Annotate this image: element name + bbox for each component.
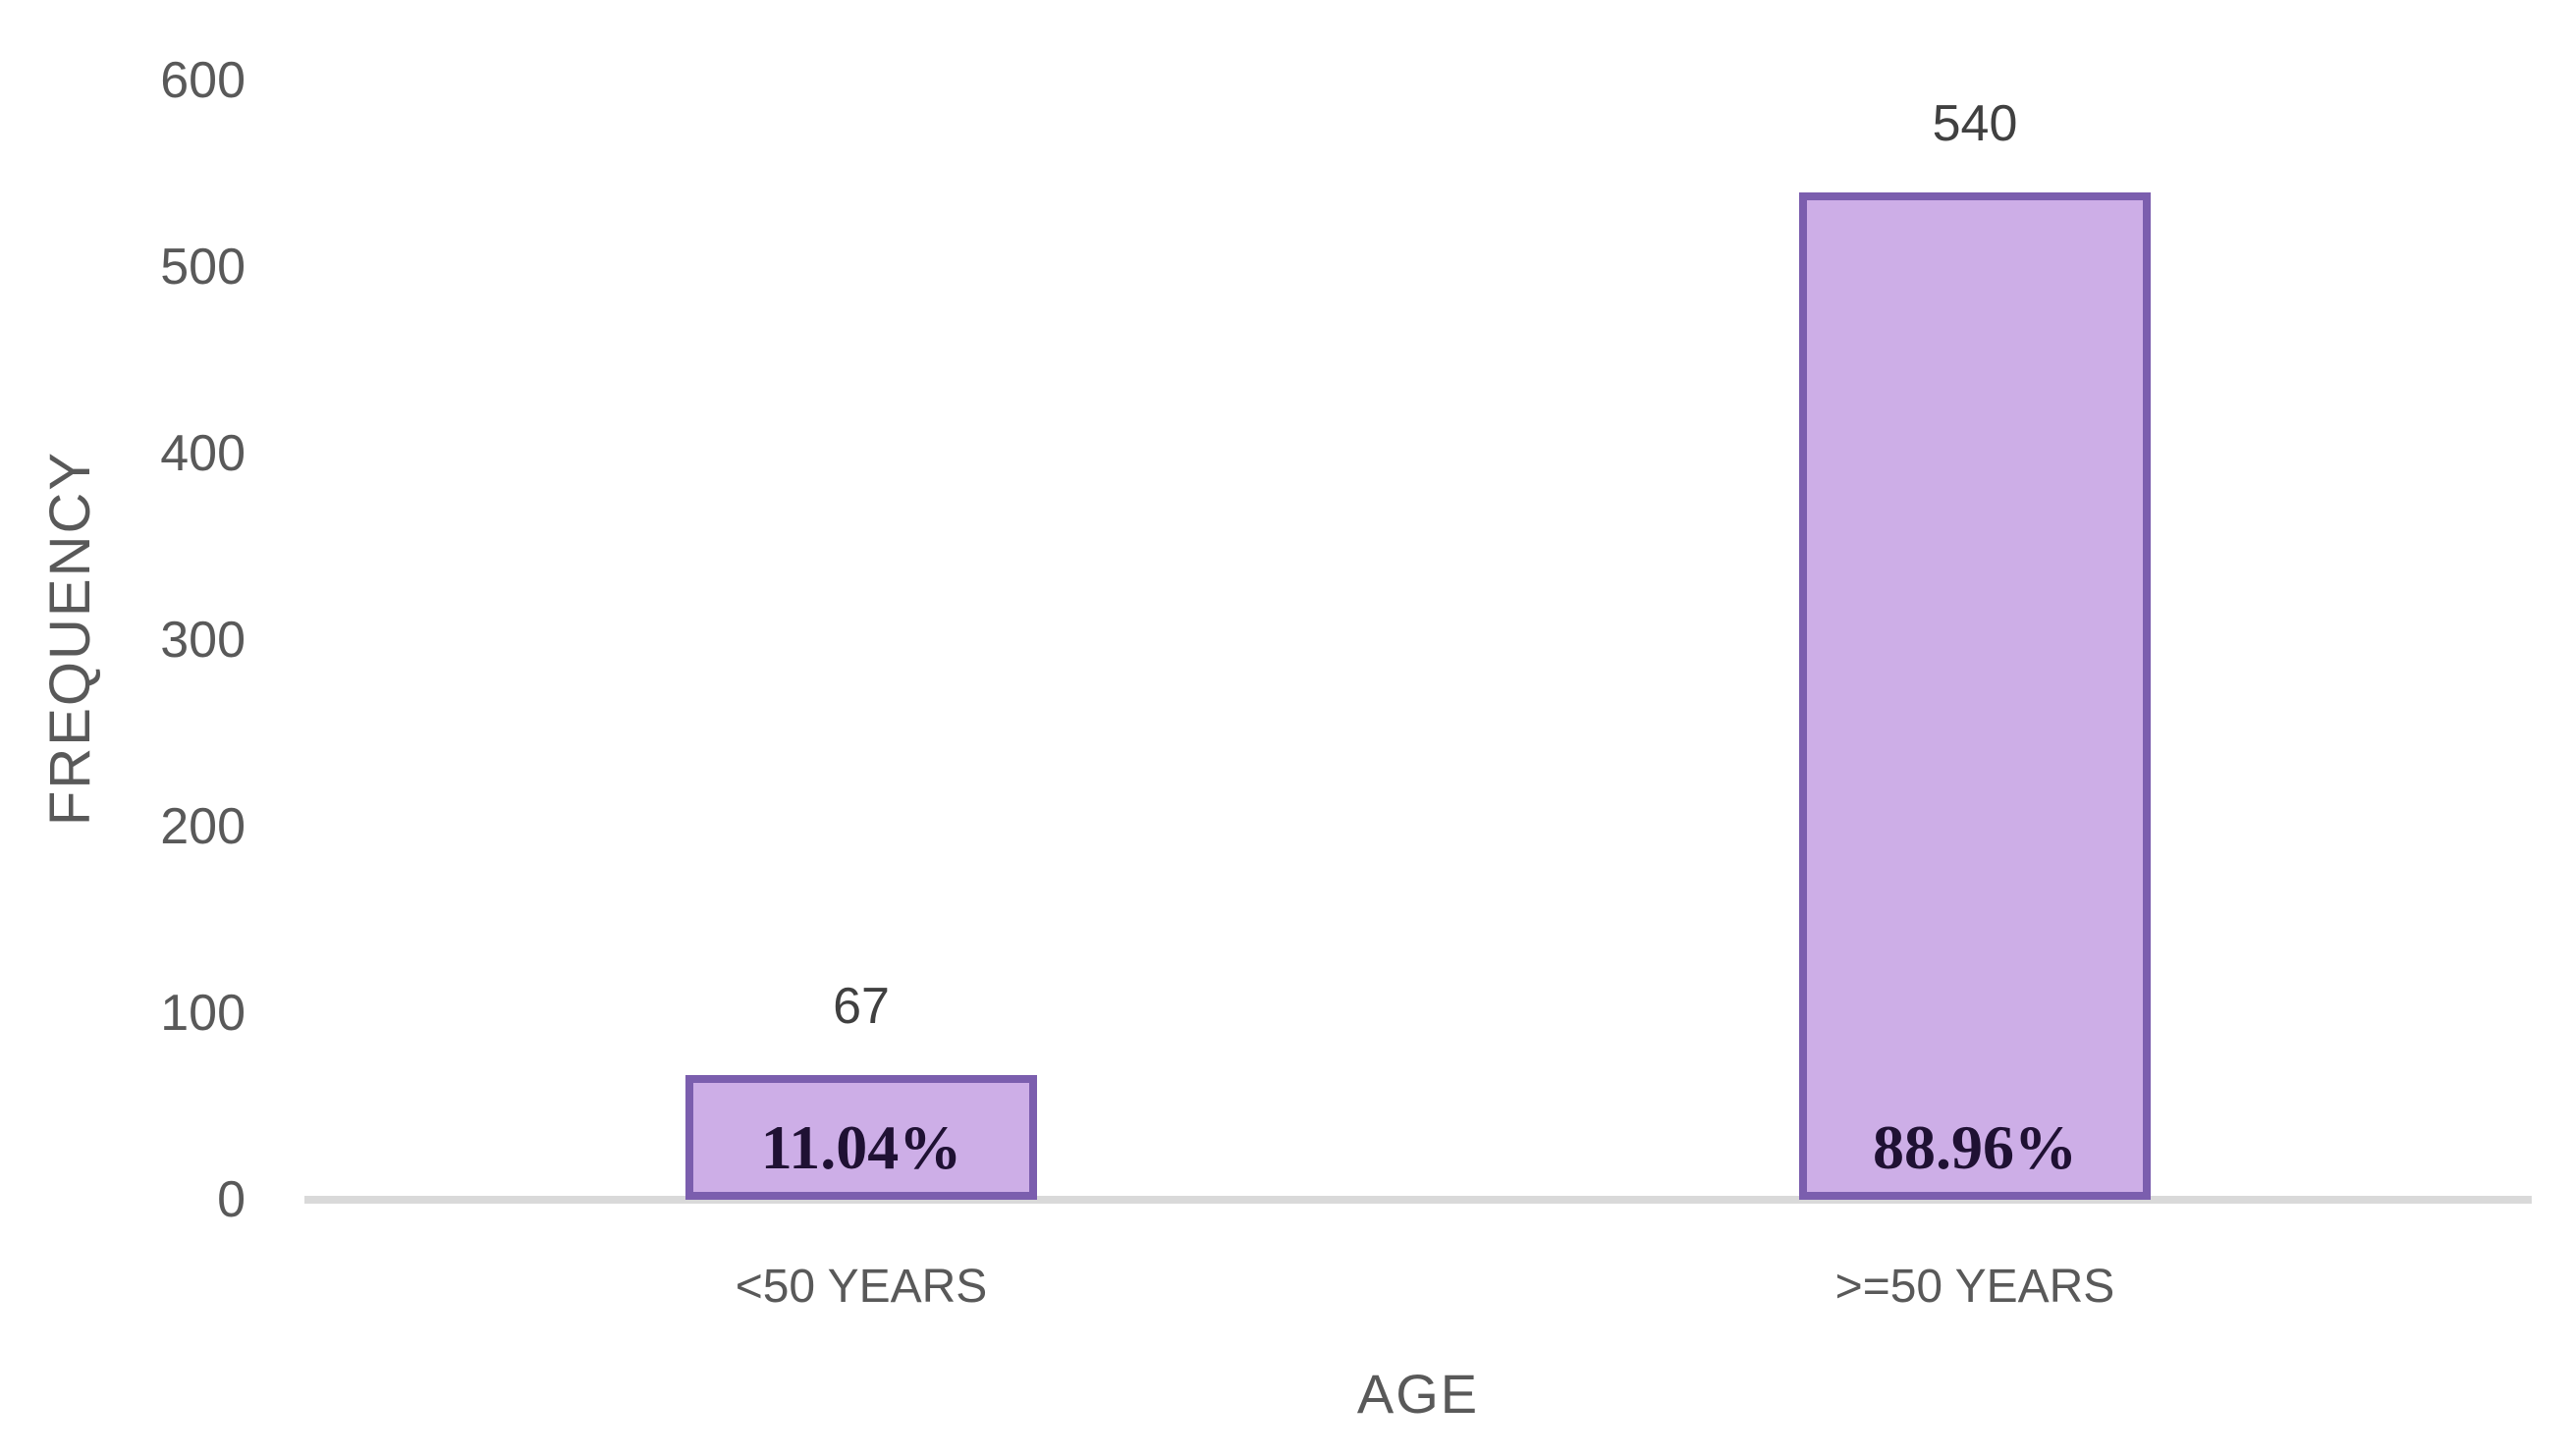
x-category-label: <50 YEARS: [735, 1261, 988, 1313]
x-axis-line: [304, 1196, 2532, 1204]
y-tick-label: 600: [160, 52, 246, 109]
x-category-label: >=50 YEARS: [1834, 1261, 2115, 1313]
y-tick-label: 200: [160, 798, 246, 855]
bar-percent-label: 11.04%: [760, 1112, 962, 1182]
y-tick-label: 0: [217, 1171, 246, 1228]
y-tick-label: 500: [160, 239, 246, 296]
bar-percent-label: 88.96%: [1873, 1112, 2077, 1182]
bar-value-label: 67: [833, 978, 890, 1035]
bar-value-label: 540: [1932, 95, 2018, 152]
x-axis-title: AGE: [1356, 1363, 1480, 1425]
y-tick-label: 400: [160, 425, 246, 482]
bar-over-50: [1799, 192, 2151, 1200]
bar-under-50: [685, 1075, 1037, 1200]
y-tick-label: 300: [160, 612, 246, 669]
y-tick-label: 100: [160, 985, 246, 1042]
